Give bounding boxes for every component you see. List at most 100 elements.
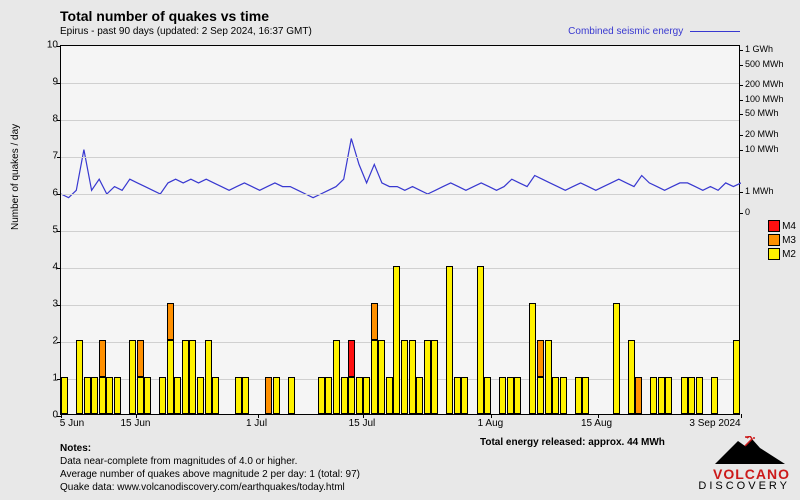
y-left-tick-label: 8 [38, 114, 58, 125]
quake-bar-m2 [477, 266, 484, 414]
energy-legend-label: Combined seismic energy [568, 26, 683, 37]
mag-legend-item: M2 [768, 248, 796, 260]
quake-bar-m2 [91, 377, 98, 414]
energy-legend: Combined seismic energy [568, 26, 740, 37]
tick-mark [741, 414, 742, 418]
quake-bar-m2 [409, 340, 416, 414]
quake-bar-m3 [99, 340, 106, 377]
tick-mark [739, 192, 743, 193]
logo: VOLCANO DISCOVERY [698, 436, 790, 492]
quake-bar-m2 [273, 377, 280, 414]
tick-mark [739, 135, 743, 136]
quake-bar-m2 [84, 377, 91, 414]
magnitude-legend: M4 M3 M2 [768, 220, 796, 262]
y-left-tick-label: 6 [38, 188, 58, 199]
tick-mark [739, 114, 743, 115]
quake-bar-m2 [174, 377, 181, 414]
y-right-tick-label: 0 [745, 207, 750, 217]
mag-legend-swatch [768, 220, 780, 232]
quake-bar-m3 [537, 340, 544, 377]
quake-bar-m2 [537, 377, 544, 414]
quake-bar-m2 [650, 377, 657, 414]
gridline [61, 120, 739, 121]
x-tick-label: 15 Jul [349, 418, 376, 429]
quake-bar-m2 [484, 377, 491, 414]
quake-bar-m2 [205, 340, 212, 414]
quake-bar-m2 [507, 377, 514, 414]
y-right-tick-label: 1 MWh [745, 186, 774, 196]
chart-subtitle: Epirus - past 90 days (updated: 2 Sep 20… [60, 26, 312, 37]
quake-bar-m2 [106, 377, 113, 414]
logo-sub: DISCOVERY [698, 480, 790, 492]
quake-bar-m2 [129, 340, 136, 414]
quake-bar-m3 [167, 303, 174, 340]
quake-bar-m2 [318, 377, 325, 414]
quake-bar-m2 [189, 340, 196, 414]
quake-bar-m2 [499, 377, 506, 414]
notes-heading: Notes: [60, 442, 360, 455]
quake-bar-m3 [371, 303, 378, 340]
quake-bar-m2 [137, 377, 144, 414]
y-right-tick-label: 1 GWh [745, 44, 773, 54]
quake-bar-m2 [401, 340, 408, 414]
quake-bar-m2 [688, 377, 695, 414]
tick-mark [739, 65, 743, 66]
quake-bar-m3 [635, 377, 642, 414]
y-right-tick-label: 100 MWh [745, 94, 784, 104]
quake-bar-m2 [363, 377, 370, 414]
y-left-tick-label: 10 [38, 40, 58, 51]
quake-bar-m2 [242, 377, 249, 414]
quake-bar-m2 [446, 266, 453, 414]
quake-bar-m2 [529, 303, 536, 414]
quake-bar-m2 [167, 340, 174, 414]
quake-bar-m2 [341, 377, 348, 414]
mag-legend-item: M4 [768, 220, 796, 232]
quake-bar-m2 [333, 340, 340, 414]
mag-legend-item: M3 [768, 234, 796, 246]
tick-mark [739, 213, 743, 214]
quake-bar-m2 [356, 377, 363, 414]
quake-bar-m2 [431, 340, 438, 414]
gridline [61, 194, 739, 195]
quake-bar-m2 [628, 340, 635, 414]
quake-bar-m2 [552, 377, 559, 414]
y-left-tick-label: 1 [38, 373, 58, 384]
quake-bar-m2 [454, 377, 461, 414]
gridline [61, 83, 739, 84]
y-left-tick-label: 0 [38, 410, 58, 421]
quake-bar-m2 [288, 377, 295, 414]
y-left-tick-label: 2 [38, 336, 58, 347]
quake-bar-m3 [137, 340, 144, 377]
x-tick-label: 3 Sep 2024 [689, 418, 740, 429]
total-energy-label: Total energy released: approx. 44 MWh [480, 437, 665, 448]
y-left-tick-label: 3 [38, 299, 58, 310]
y-right-tick-label: 500 MWh [745, 59, 784, 69]
tick-mark [739, 85, 743, 86]
quake-bar-m2 [197, 377, 204, 414]
quake-bar-m2 [582, 377, 589, 414]
y-right-tick-label: 10 MWh [745, 144, 779, 154]
x-tick-label: 15 Aug [581, 418, 612, 429]
gridline [61, 231, 739, 232]
quake-bar-m2 [514, 377, 521, 414]
y-left-tick-label: 5 [38, 225, 58, 236]
notes-line1: Data near-complete from magnitudes of 4.… [60, 455, 360, 468]
quake-bar-m3 [265, 377, 272, 414]
quake-bar-m2 [99, 377, 106, 414]
quake-bar-m2 [696, 377, 703, 414]
quake-bar-m2 [348, 377, 355, 414]
quake-bar-m2 [613, 303, 620, 414]
quake-bar-m2 [416, 377, 423, 414]
plot-area [60, 45, 740, 415]
y-right-tick-label: 20 MWh [745, 129, 779, 139]
chart-title: Total number of quakes vs time [60, 8, 269, 24]
quake-bar-m2 [665, 377, 672, 414]
x-tick-label: 1 Aug [478, 418, 504, 429]
quake-bar-m2 [658, 377, 665, 414]
quake-bar-m2 [325, 377, 332, 414]
quake-bar-m2 [733, 340, 740, 414]
x-tick-label: 1 Jul [246, 418, 267, 429]
quake-bar-m2 [235, 377, 242, 414]
y-left-tick-label: 4 [38, 262, 58, 273]
quake-bar-m2 [711, 377, 718, 414]
